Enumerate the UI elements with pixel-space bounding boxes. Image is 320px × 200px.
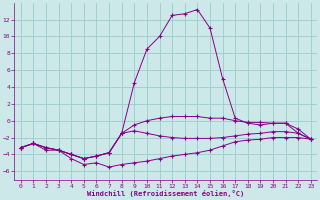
X-axis label: Windchill (Refroidissement éolien,°C): Windchill (Refroidissement éolien,°C)	[87, 190, 244, 197]
